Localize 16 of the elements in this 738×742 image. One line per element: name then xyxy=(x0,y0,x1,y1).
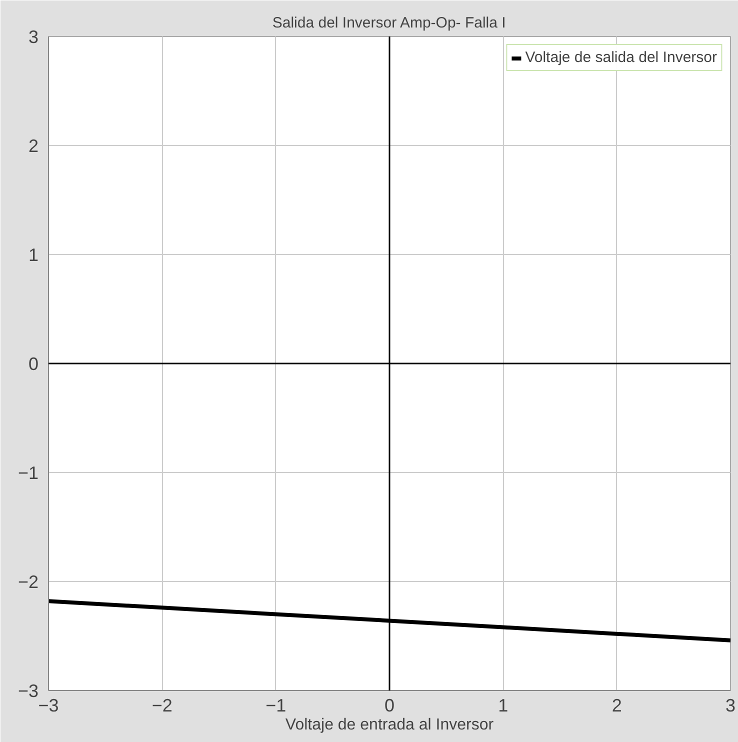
y-tick-label: 0 xyxy=(28,354,39,374)
x-tick-label: 3 xyxy=(725,696,736,716)
y-tick-label: 3 xyxy=(28,27,39,47)
x-tick-label: 2 xyxy=(612,696,622,716)
y-tick-label: −1 xyxy=(18,463,39,483)
y-tick-label: 2 xyxy=(28,136,39,156)
x-tick-label: 0 xyxy=(384,696,395,716)
legend-label: Voltaje de salida del Inversor xyxy=(525,49,717,66)
y-tick-label: 1 xyxy=(28,245,39,265)
y-tick-label: −3 xyxy=(18,681,39,701)
y-tick-label: −2 xyxy=(18,572,39,592)
x-tick-label: −1 xyxy=(266,696,286,716)
chart-title: Salida del Inversor Amp-Op- Falla I xyxy=(272,14,506,32)
x-axis-title: Voltaje de entrada al Inversor xyxy=(285,716,494,734)
x-tick-label: 1 xyxy=(498,696,508,716)
x-tick-label: −2 xyxy=(152,696,172,716)
